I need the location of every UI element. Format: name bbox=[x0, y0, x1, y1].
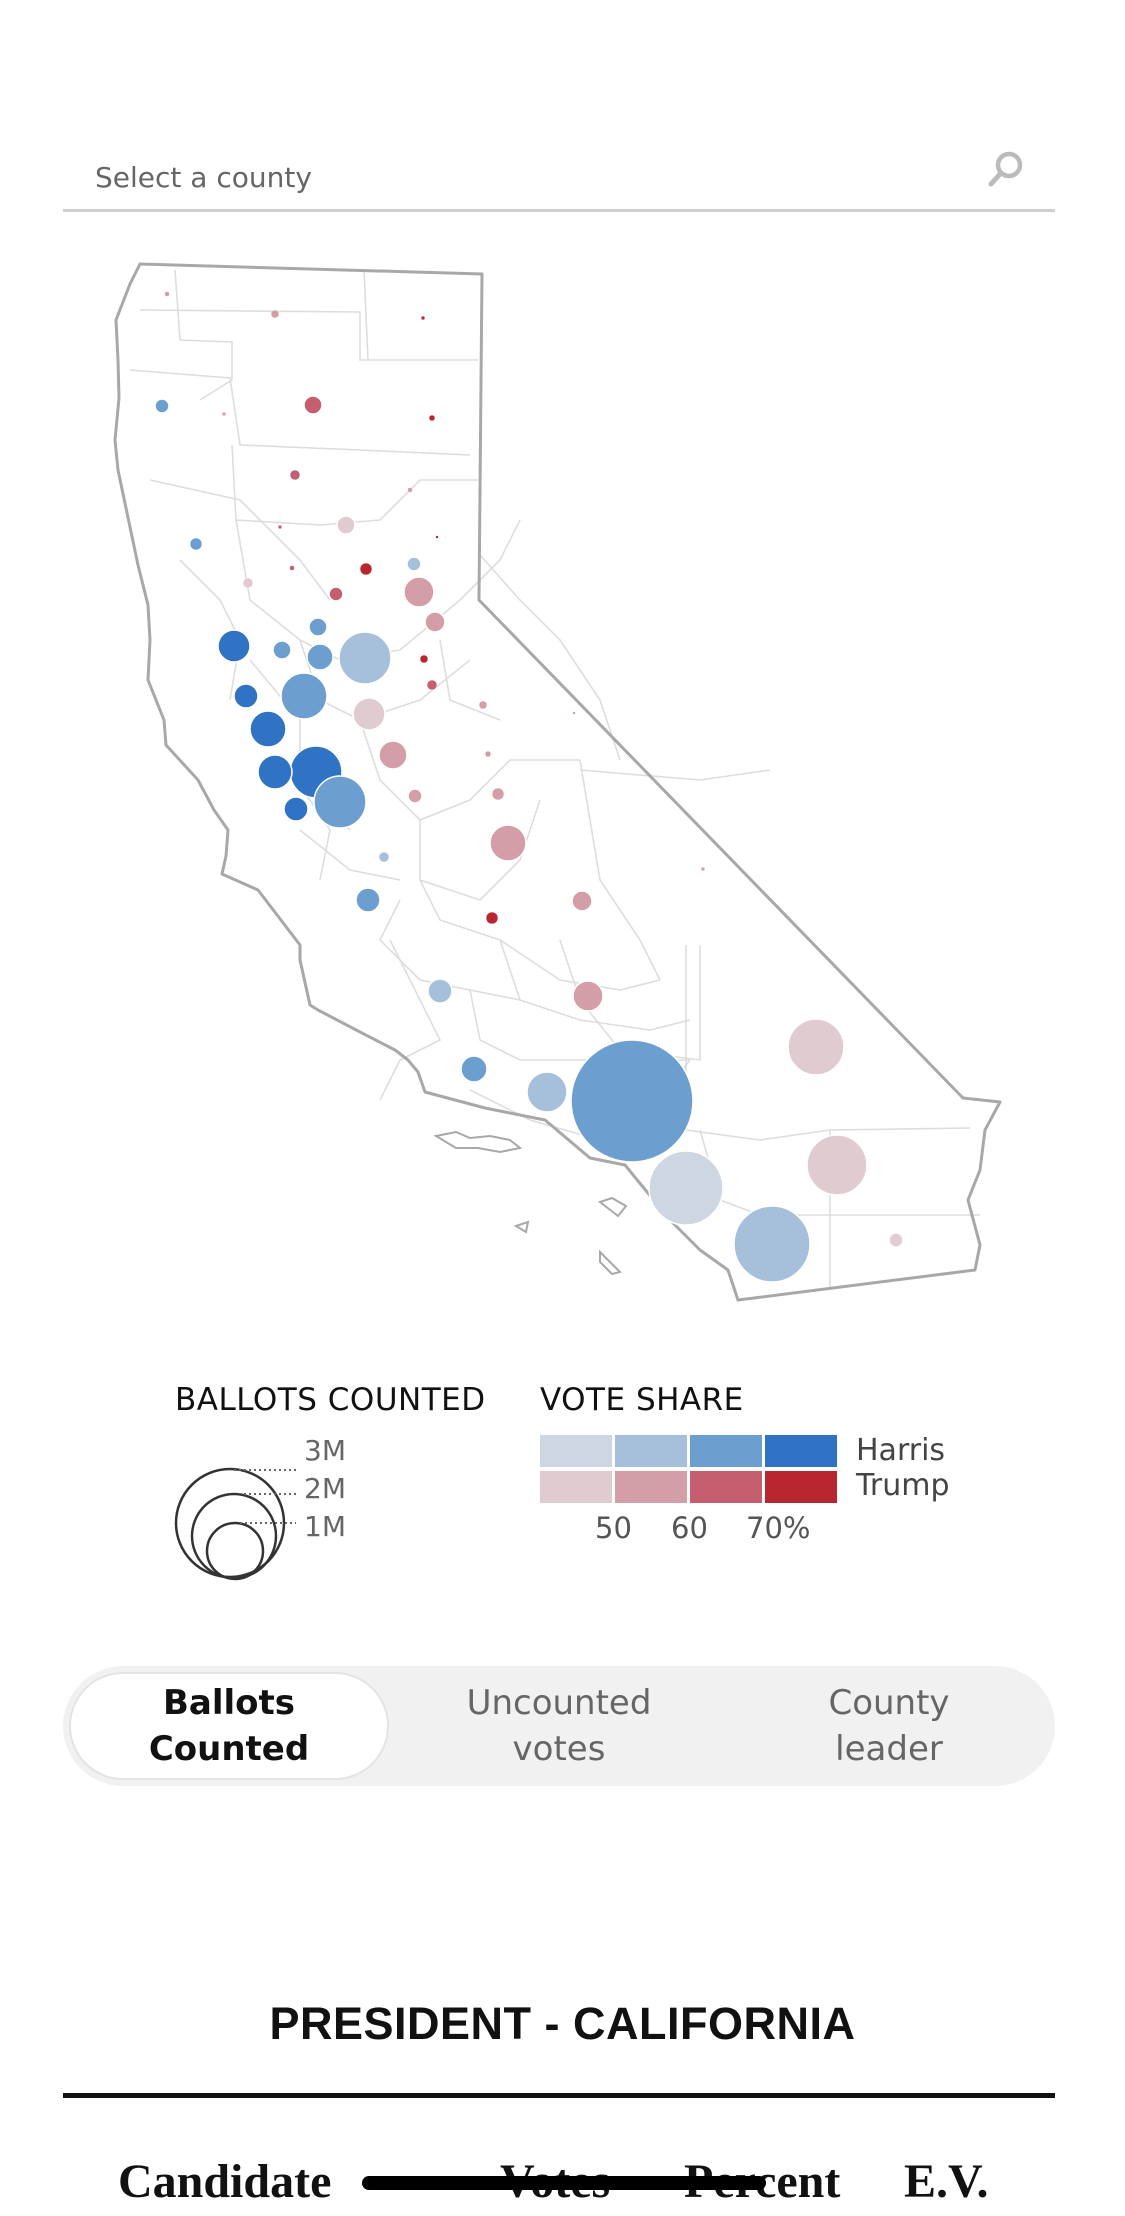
trump-county-bubble[interactable] bbox=[303, 395, 323, 415]
harris-county-bubble[interactable] bbox=[355, 887, 381, 913]
trump-county-bubble[interactable] bbox=[491, 787, 505, 801]
harris-county-bubble[interactable] bbox=[306, 643, 334, 671]
tick-60: 60 bbox=[671, 1511, 708, 1545]
trump-county-bubble[interactable] bbox=[419, 654, 429, 664]
harris-county-bubble[interactable] bbox=[272, 640, 292, 660]
harris-county-bubble[interactable] bbox=[313, 775, 367, 829]
trump-swatch-4 bbox=[765, 1471, 837, 1503]
harris-county-bubble[interactable] bbox=[733, 1205, 811, 1283]
harris-county-bubble[interactable] bbox=[249, 710, 287, 748]
trump-county-bubble[interactable] bbox=[336, 515, 356, 535]
trump-county-bubble[interactable] bbox=[424, 611, 446, 633]
trump-county-bubble[interactable] bbox=[221, 411, 227, 417]
harris-county-bubble[interactable] bbox=[257, 754, 293, 790]
harris-county-bubble[interactable] bbox=[378, 851, 390, 863]
county-leader-tab[interactable]: County leader bbox=[828, 1683, 950, 1769]
trump-county-bubble[interactable] bbox=[428, 414, 436, 422]
map-mode-toggle: Ballots Counted Uncounted votes County l… bbox=[63, 1666, 1055, 1786]
trump-county-bubble[interactable] bbox=[277, 524, 283, 530]
trump-county-bubble[interactable] bbox=[289, 469, 301, 481]
trump-county-bubble[interactable] bbox=[485, 911, 499, 925]
harris-label: Harris bbox=[856, 1433, 946, 1468]
trump-county-bubble[interactable] bbox=[242, 577, 254, 589]
county-search bbox=[63, 140, 1055, 212]
uncounted-votes-tab[interactable]: Uncounted votes bbox=[466, 1683, 652, 1769]
harris-county-bubble[interactable] bbox=[233, 683, 259, 709]
harris-county-bubble[interactable] bbox=[460, 1055, 488, 1083]
trump-county-bubble[interactable] bbox=[787, 1018, 845, 1076]
trump-county-bubble[interactable] bbox=[403, 576, 435, 608]
trump-county-bubble[interactable] bbox=[352, 697, 386, 731]
harris-county-bubble[interactable] bbox=[648, 1150, 724, 1226]
trump-county-bubble[interactable] bbox=[328, 586, 344, 602]
trump-county-bubble[interactable] bbox=[489, 824, 527, 862]
trump-label: Trump bbox=[856, 1468, 950, 1503]
size-label-2m: 2M bbox=[304, 1472, 346, 1505]
trump-swatch-1 bbox=[540, 1471, 612, 1503]
harris-swatch-4 bbox=[765, 1435, 837, 1467]
county-bubbles[interactable] bbox=[154, 291, 904, 1283]
trump-county-bubble[interactable] bbox=[888, 1232, 904, 1248]
harris-swatch-3 bbox=[690, 1435, 762, 1467]
state-outline bbox=[113, 262, 1002, 1302]
harris-county-bubble[interactable] bbox=[189, 537, 203, 551]
trump-county-bubble[interactable] bbox=[572, 711, 576, 715]
trump-county-bubble[interactable] bbox=[270, 309, 280, 319]
ballots-size-legend: 3M 2M 1M bbox=[160, 1434, 400, 1590]
trump-county-bubble[interactable] bbox=[378, 740, 408, 770]
harris-county-bubble[interactable] bbox=[526, 1071, 568, 1113]
harris-county-bubble[interactable] bbox=[280, 672, 328, 720]
trump-county-bubble[interactable] bbox=[572, 980, 604, 1012]
size-label-3m: 3M bbox=[304, 1434, 346, 1467]
trump-county-bubble[interactable] bbox=[359, 562, 373, 576]
harris-county-bubble[interactable] bbox=[570, 1039, 694, 1163]
harris-swatch-1 bbox=[540, 1435, 612, 1467]
race-title: PRESIDENT - CALIFORNIA bbox=[269, 1998, 856, 2049]
channel-islands bbox=[433, 1130, 628, 1276]
harris-county-bubble[interactable] bbox=[427, 978, 453, 1004]
trump-county-bubble[interactable] bbox=[484, 750, 492, 758]
tick-50: 50 bbox=[595, 1511, 632, 1545]
trump-county-bubble[interactable] bbox=[407, 487, 413, 493]
trump-county-bubble[interactable] bbox=[700, 866, 706, 872]
california-county-map[interactable] bbox=[0, 250, 1125, 1330]
trump-county-bubble[interactable] bbox=[164, 291, 170, 297]
county-boundaries bbox=[129, 269, 980, 1290]
trump-county-bubble[interactable] bbox=[478, 700, 488, 710]
harris-county-bubble[interactable] bbox=[308, 617, 328, 637]
trump-county-bubble[interactable] bbox=[806, 1134, 868, 1196]
harris-county-bubble[interactable] bbox=[154, 398, 170, 414]
tick-70: 70% bbox=[746, 1511, 811, 1545]
harris-county-bubble[interactable] bbox=[338, 631, 392, 685]
trump-county-bubble[interactable] bbox=[571, 890, 593, 912]
trump-swatch-3 bbox=[690, 1471, 762, 1503]
home-indicator bbox=[362, 2176, 766, 2190]
trump-county-bubble[interactable] bbox=[426, 679, 438, 691]
trump-county-bubble[interactable] bbox=[435, 535, 439, 539]
harris-county-bubble[interactable] bbox=[406, 556, 422, 572]
section-divider bbox=[63, 2093, 1055, 2098]
trump-county-bubble[interactable] bbox=[407, 788, 423, 804]
harris-county-bubble[interactable] bbox=[217, 629, 251, 663]
column-header-ev[interactable]: E.V. bbox=[904, 2155, 989, 2208]
trump-swatch-2 bbox=[615, 1471, 687, 1503]
harris-swatch-2 bbox=[615, 1435, 687, 1467]
search-icon[interactable] bbox=[983, 148, 1027, 192]
search-input[interactable] bbox=[93, 154, 957, 200]
trump-county-bubble[interactable] bbox=[420, 315, 426, 321]
vote-share-legend-title: VOTE SHARE bbox=[540, 1382, 744, 1418]
size-label-1m: 1M bbox=[304, 1510, 346, 1543]
ballots-counted-legend-title: BALLOTS COUNTED bbox=[175, 1382, 486, 1418]
trump-county-bubble[interactable] bbox=[289, 565, 295, 571]
column-header-candidate[interactable]: Candidate bbox=[118, 2155, 332, 2208]
harris-county-bubble[interactable] bbox=[283, 796, 309, 822]
ballots-counted-tab[interactable]: Ballots Counted bbox=[69, 1672, 389, 1780]
